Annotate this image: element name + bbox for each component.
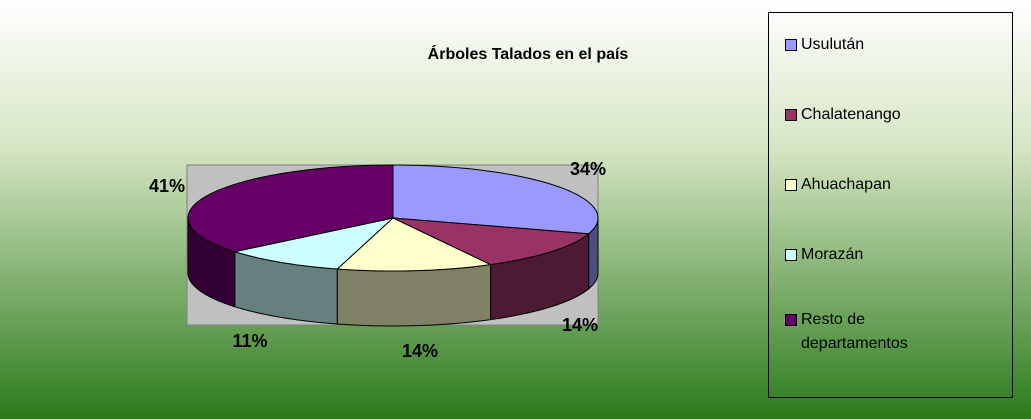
pie-slice (392, 217, 590, 266)
legend-label: Usulután (801, 36, 865, 53)
legend-swatch (785, 179, 797, 191)
legend-label: Chalatenango (801, 106, 901, 123)
pie-slice (392, 164, 599, 235)
legend-label: Ahuachapan (801, 176, 891, 193)
data-label: 34% (570, 159, 606, 179)
pie-slice (232, 217, 395, 270)
data-label: 14% (402, 341, 438, 361)
legend-swatch (785, 39, 797, 51)
data-label: 14% (562, 315, 598, 335)
pie-slice (187, 164, 394, 253)
legend-swatch (785, 314, 797, 326)
legend-swatch (785, 249, 797, 261)
data-label: 41% (149, 176, 185, 196)
legend-swatch (785, 109, 797, 121)
legend-label: Morazán (801, 246, 864, 263)
legend-label: Resto de departamentos (801, 311, 908, 352)
chart-title: Árboles Talados en el país (428, 44, 629, 63)
pie-slice (336, 217, 493, 272)
pie-wall (336, 264, 492, 327)
legend: Usulután Chalatenango Ahuachapan Morazán Res… (768, 12, 1013, 398)
data-label: 11% (232, 331, 267, 351)
